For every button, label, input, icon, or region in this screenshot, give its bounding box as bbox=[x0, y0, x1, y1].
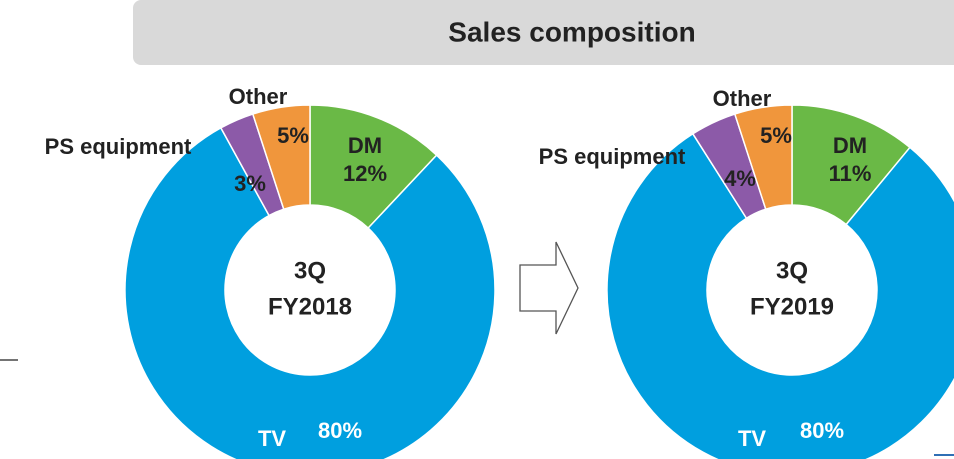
category-label: TV bbox=[738, 426, 766, 451]
value-label: 12% bbox=[343, 161, 387, 186]
category-label: Other bbox=[713, 86, 772, 111]
center-label: 3Q bbox=[294, 257, 326, 284]
value-label: 80% bbox=[800, 418, 844, 443]
value-label: 5% bbox=[277, 123, 309, 148]
category-label: Other bbox=[229, 84, 288, 109]
category-label: DM bbox=[348, 133, 382, 158]
donut-segment bbox=[251, 104, 311, 211]
value-label: 11% bbox=[829, 161, 872, 186]
center-label: FY2019 bbox=[750, 293, 834, 320]
value-label: 4% bbox=[724, 166, 756, 191]
value-label: 3% bbox=[234, 171, 266, 196]
center-label: 3Q bbox=[776, 257, 808, 284]
category-label: TV bbox=[258, 426, 286, 451]
center-label: FY2018 bbox=[268, 293, 352, 320]
category-label: DM bbox=[833, 133, 867, 158]
category-label: PS equipment bbox=[539, 144, 686, 169]
chart-title: Sales composition bbox=[448, 16, 695, 47]
header-band bbox=[133, 0, 954, 65]
donut-segment bbox=[606, 132, 954, 459]
donut-segment bbox=[124, 126, 496, 459]
value-label: 5% bbox=[760, 123, 792, 148]
category-label: PS equipment bbox=[45, 134, 192, 159]
donut-segment bbox=[733, 104, 793, 211]
value-label: 80% bbox=[318, 418, 362, 443]
arrow bbox=[519, 241, 579, 335]
